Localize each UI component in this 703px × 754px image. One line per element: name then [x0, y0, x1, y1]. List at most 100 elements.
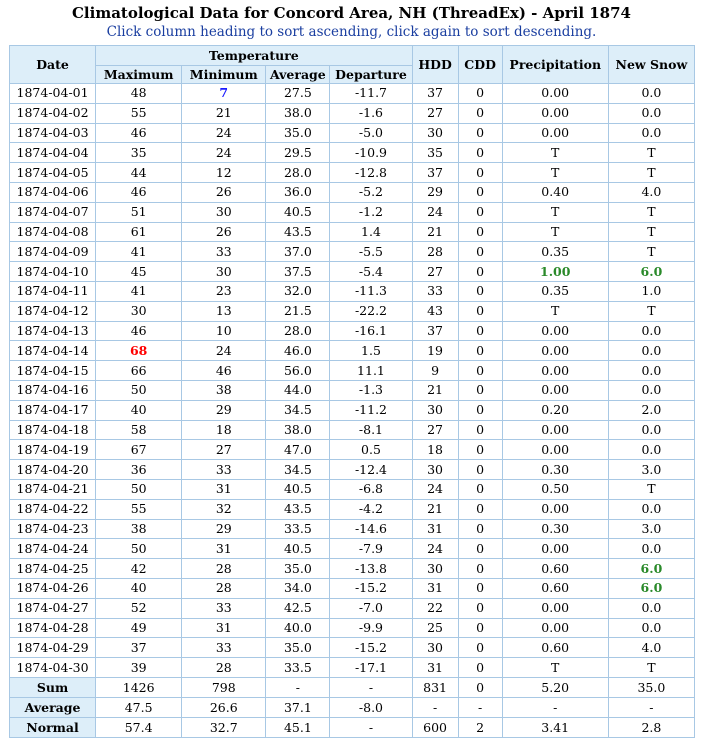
summary-maximum: 47.5: [95, 696, 183, 718]
cell-maximum: 35: [95, 142, 183, 164]
cell-new-snow: 0.0: [607, 498, 696, 520]
table-row: 1874-04-10 45 30 37.5 -5.4 27 0 1.00 6.0: [8, 261, 696, 282]
cell-date: 1874-04-21: [8, 478, 97, 500]
cell-precipitation: 0.60: [501, 577, 609, 599]
sort-instructions: Click column heading to sort ascending, …: [106, 24, 597, 40]
cell-new-snow: T: [607, 221, 696, 243]
cell-cdd: 0: [457, 142, 503, 164]
cell-average: 28.0: [265, 320, 331, 342]
cell-minimum: 28: [181, 558, 267, 579]
cell-new-snow: 4.0: [607, 637, 696, 659]
cell-date: 1874-04-17: [8, 399, 97, 421]
cell-average: 36.0: [265, 181, 331, 203]
table-row: 1874-04-18 58 18 38.0 -8.1 27 0 0.00 0.0: [8, 419, 696, 441]
cell-new-snow: 0.0: [607, 83, 696, 104]
cell-maximum: 37: [95, 637, 183, 659]
cell-maximum: 41: [95, 280, 183, 302]
cell-maximum: 51: [95, 201, 183, 223]
header-cdd[interactable]: CDD: [457, 45, 503, 84]
table-row: 1874-04-16 50 38 44.0 -1.3 21 0 0.00 0.0: [8, 379, 696, 401]
cell-new-snow: 2.0: [607, 399, 696, 421]
cell-hdd: 43: [411, 300, 459, 322]
cell-new-snow: T: [607, 478, 696, 500]
summary-minimum: 32.7: [181, 716, 267, 738]
cell-date: 1874-04-22: [8, 498, 97, 520]
table-summary: Sum 1426 798- -831 0 5.20 35.0 Average 47.5 26.6 3…: [8, 676, 696, 738]
cell-precipitation: 0.00: [501, 538, 609, 560]
header-date[interactable]: Date: [8, 45, 97, 84]
table-row: 1874-04-12 30 13 21.5 -22.2 43 0 T T: [8, 300, 696, 322]
table-row: 1874-04-25 42 28 35.0 -13.8 30 0 0.60 6.0: [8, 558, 696, 579]
header-minimum[interactable]: Minimum: [181, 65, 267, 84]
cell-date: 1874-04-18: [8, 419, 97, 441]
cell-cdd: 0: [457, 617, 503, 639]
cell-minimum: 30: [181, 201, 267, 223]
cell-hdd: 31: [411, 577, 459, 599]
cell-hdd: 25: [411, 617, 459, 639]
table-row: 1874-04-21 50 31 40.5 -6.8 24 0 0.50 T: [8, 478, 696, 500]
summary-label: Sum: [8, 676, 97, 698]
summary-row: Normal 57.4 32.7 45.1-600 2 3.41 2.8: [8, 716, 696, 738]
table-row: 1874-04-19 67 27 47.0 0.5 18 0 0.00 0.0: [8, 439, 696, 461]
climate-data-table: Date Temperature HDD CDD Precipitation N…: [8, 45, 696, 738]
cell-average: 28.0: [265, 162, 331, 183]
cell-cdd: 0: [457, 122, 503, 144]
cell-new-snow: 6.0: [607, 558, 696, 579]
cell-departure: -12.8: [329, 162, 413, 183]
cell-cdd: 0: [457, 379, 503, 401]
cell-maximum: 61: [95, 221, 183, 243]
cell-departure: -13.8: [329, 558, 413, 579]
cell-hdd: 27: [411, 102, 459, 124]
cell-maximum: 45: [95, 261, 183, 282]
cell-cdd: 0: [457, 439, 503, 461]
cell-maximum: 55: [95, 498, 183, 520]
cell-average: 40.5: [265, 538, 331, 560]
cell-minimum: 23: [181, 280, 267, 302]
cell-departure: -1.6: [329, 102, 413, 124]
table-row: 1874-04-02 55 21 38.0 -1.6 27 0 0.00 0.0: [8, 102, 696, 124]
summary-maximum: 57.4: [95, 716, 183, 738]
cell-new-snow: 0.0: [607, 379, 696, 401]
header-maximum[interactable]: Maximum: [95, 65, 183, 84]
cell-hdd: 35: [411, 142, 459, 164]
cell-maximum: 52: [95, 597, 183, 619]
cell-cdd: 0: [457, 518, 503, 540]
cell-cdd: 0: [457, 320, 503, 342]
cell-minimum: 33: [181, 459, 267, 480]
summary-minimum: 798: [181, 676, 267, 698]
cell-date: 1874-04-01: [8, 83, 97, 104]
table-row: 1874-04-04 35 24 29.5 -10.9 35 0 T T: [8, 142, 696, 164]
header-average[interactable]: Average: [265, 65, 331, 84]
table-row: 1874-04-24 50 31 40.5 -7.9 24 0 0.00 0.0: [8, 538, 696, 560]
summary-label: Normal: [8, 716, 97, 738]
cell-maximum: 41: [95, 241, 183, 263]
cell-date: 1874-04-08: [8, 221, 97, 243]
cell-new-snow: 4.0: [607, 181, 696, 203]
cell-new-snow: 0.0: [607, 122, 696, 144]
cell-hdd: 31: [411, 657, 459, 678]
cell-average: 35.0: [265, 122, 331, 144]
cell-new-snow: T: [607, 201, 696, 223]
summary-average: 45.1: [265, 716, 331, 738]
cell-precipitation: T: [501, 300, 609, 322]
cell-precipitation: 0.20: [501, 399, 609, 421]
cell-cdd: 0: [457, 280, 503, 302]
summary-new-snow: 2.8: [607, 716, 696, 738]
cell-hdd: 33: [411, 280, 459, 302]
header-precipitation[interactable]: Precipitation: [501, 45, 609, 84]
cell-precipitation: 0.00: [501, 360, 609, 381]
cell-minimum: 13: [181, 300, 267, 322]
cell-departure: -11.3: [329, 280, 413, 302]
header-hdd[interactable]: HDD: [411, 45, 459, 84]
cell-hdd: 24: [411, 538, 459, 560]
table-row: 1874-04-09 41 33 37.0 -5.5 28 0 0.35 T: [8, 241, 696, 263]
cell-date: 1874-04-27: [8, 597, 97, 619]
cell-minimum: 10: [181, 320, 267, 342]
header-departure[interactable]: Departure: [329, 65, 413, 84]
cell-precipitation: 0.00: [501, 83, 609, 104]
cell-maximum: 46: [95, 181, 183, 203]
header-new-snow[interactable]: New Snow: [607, 45, 696, 84]
cell-average: 27.5: [265, 83, 331, 104]
cell-precipitation: T: [501, 162, 609, 183]
cell-maximum: 38: [95, 518, 183, 540]
